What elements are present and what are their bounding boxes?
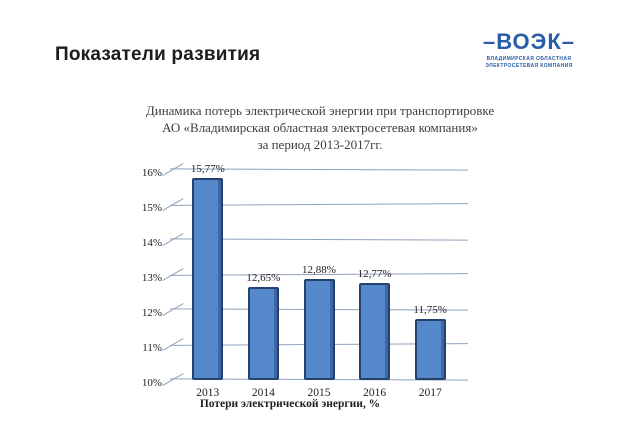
x-axis-label-2016: 2016	[363, 387, 387, 399]
x-axis-label-2017: 2017	[418, 387, 442, 399]
bar-value-label-2017: 11,75%	[413, 303, 447, 316]
plot-area: 10% 11% 12% 13% 14% 15% 16% 15,77% 2013 12,65% 201…	[142, 163, 469, 399]
bar-2014	[247, 287, 279, 380]
bar-2017	[414, 318, 446, 380]
logo-subtitle: ВЛАДИМИРСКАЯ ОБЛАСТНАЯ ЭЛЕКТРОСЕТЕВАЯ КО…	[474, 56, 584, 69]
x-axis-label-2015: 2015	[307, 387, 331, 399]
company-logo: –ВОЭК– ВЛАДИМИРСКАЯ ОБЛАСТНАЯ ЭЛЕКТРОСЕТ…	[474, 31, 584, 69]
bar-2015	[303, 279, 335, 380]
bar-value-label-2013: 15,77%	[190, 163, 225, 176]
y-axis-label-12%: 12%	[141, 307, 162, 319]
bar-value-label-2016: 12,77%	[357, 268, 392, 281]
y-axis-label-14%: 14%	[141, 237, 162, 249]
bar-value-label-2014: 12,65%	[246, 272, 281, 285]
logo-subtitle-line1: ВЛАДИМИРСКАЯ ОБЛАСТНАЯ	[486, 56, 572, 62]
bar-value-label-2015: 12,88%	[302, 264, 336, 277]
y-axis-label-11%: 11%	[142, 342, 162, 354]
chart-title-line3: за период 2013-2017гг.	[257, 137, 383, 152]
bar-2016	[359, 283, 391, 380]
y-axis-label-15%: 15%	[141, 202, 162, 214]
x-axis-label-2014: 2014	[251, 387, 275, 399]
page-title: Показатели развития	[55, 44, 261, 65]
chart-title-line2: АО «Владимирская областная электросетева…	[162, 120, 478, 135]
y-axis-label-10%: 10%	[141, 377, 162, 389]
x-axis-title: Потери электрической энергии, %	[199, 398, 381, 410]
x-axis-label-2013: 2013	[196, 387, 220, 399]
logo-subtitle-line2: ЭЛЕКТРОСЕТЕВАЯ КОМПАНИЯ	[485, 62, 573, 69]
bar-2013	[192, 178, 224, 380]
chart-title: Динамика потерь электрической энергии пр…	[110, 102, 530, 153]
y-axis-label-16%: 16%	[141, 167, 162, 179]
chart-title-line1: Динамика потерь электрической энергии пр…	[145, 103, 495, 118]
y-axis-label-13%: 13%	[141, 272, 162, 284]
logo-wordmark: –ВОЭК–	[482, 29, 575, 54]
